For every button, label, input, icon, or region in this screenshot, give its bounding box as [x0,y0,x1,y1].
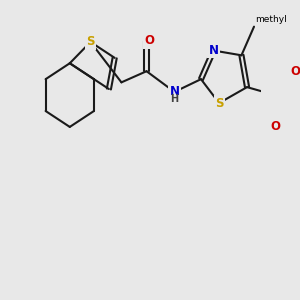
Text: N: N [169,85,179,98]
Text: O: O [291,65,300,78]
Text: methyl: methyl [255,15,287,24]
Text: O: O [270,120,280,134]
Text: H: H [170,94,178,104]
Text: N: N [208,44,218,57]
Text: S: S [215,97,224,110]
Text: S: S [86,35,95,49]
Text: O: O [144,34,154,47]
